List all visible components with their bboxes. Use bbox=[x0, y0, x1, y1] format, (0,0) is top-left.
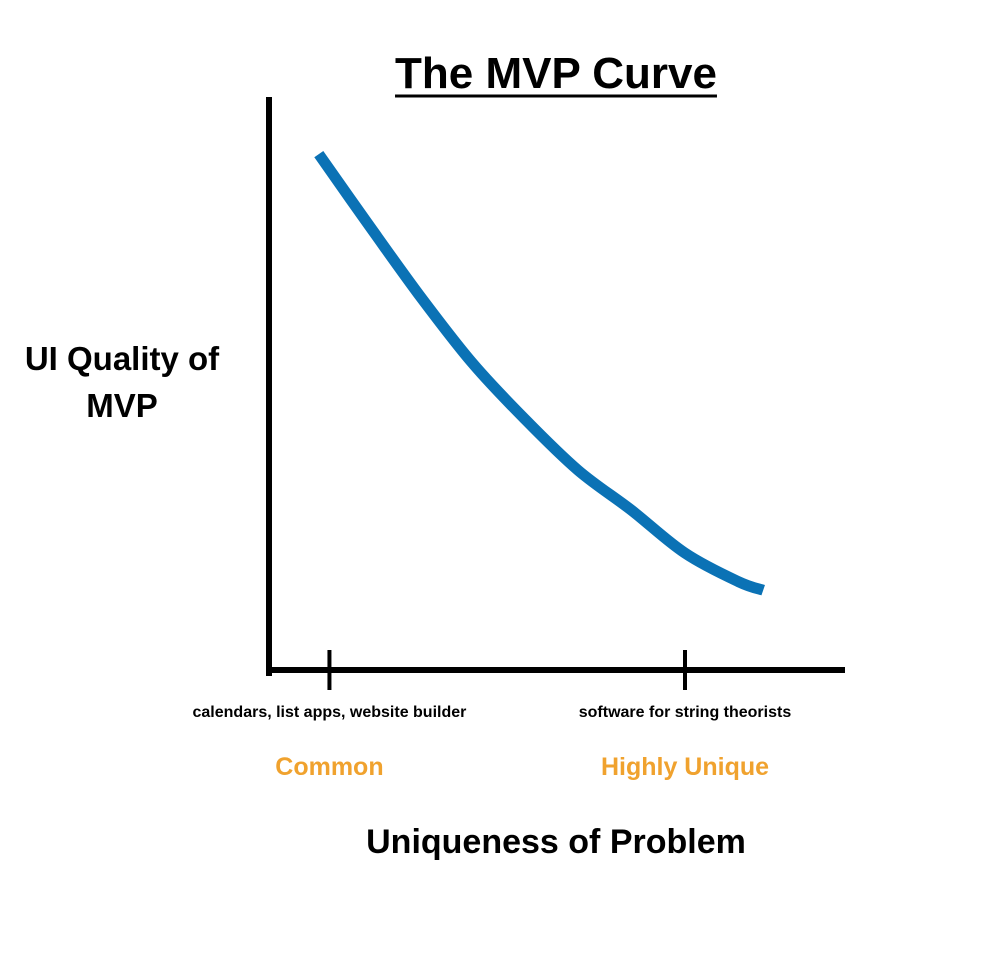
chart-title-text: The MVP Curve bbox=[395, 49, 717, 98]
x-tick-category-0: Common bbox=[275, 753, 383, 781]
y-axis-label-line-2: MVP bbox=[86, 387, 158, 424]
y-axis-label-line-1: UI Quality of bbox=[25, 340, 220, 377]
x-tick-category-1: Highly Unique bbox=[601, 753, 769, 781]
curve-series-0 bbox=[314, 150, 765, 596]
x-axis-label: Uniqueness of Problem bbox=[366, 823, 746, 861]
x-tick-description-0: calendars, list apps, website builder bbox=[193, 704, 467, 721]
x-tick-description-1: software for string theorists bbox=[579, 704, 792, 721]
y-axis-label: UI Quality of MVP bbox=[25, 340, 220, 424]
plot-area bbox=[266, 97, 845, 676]
chart-title: The MVP Curve bbox=[395, 49, 717, 98]
x-axis-ticks: calendars, list apps, website builder Com… bbox=[193, 650, 792, 781]
